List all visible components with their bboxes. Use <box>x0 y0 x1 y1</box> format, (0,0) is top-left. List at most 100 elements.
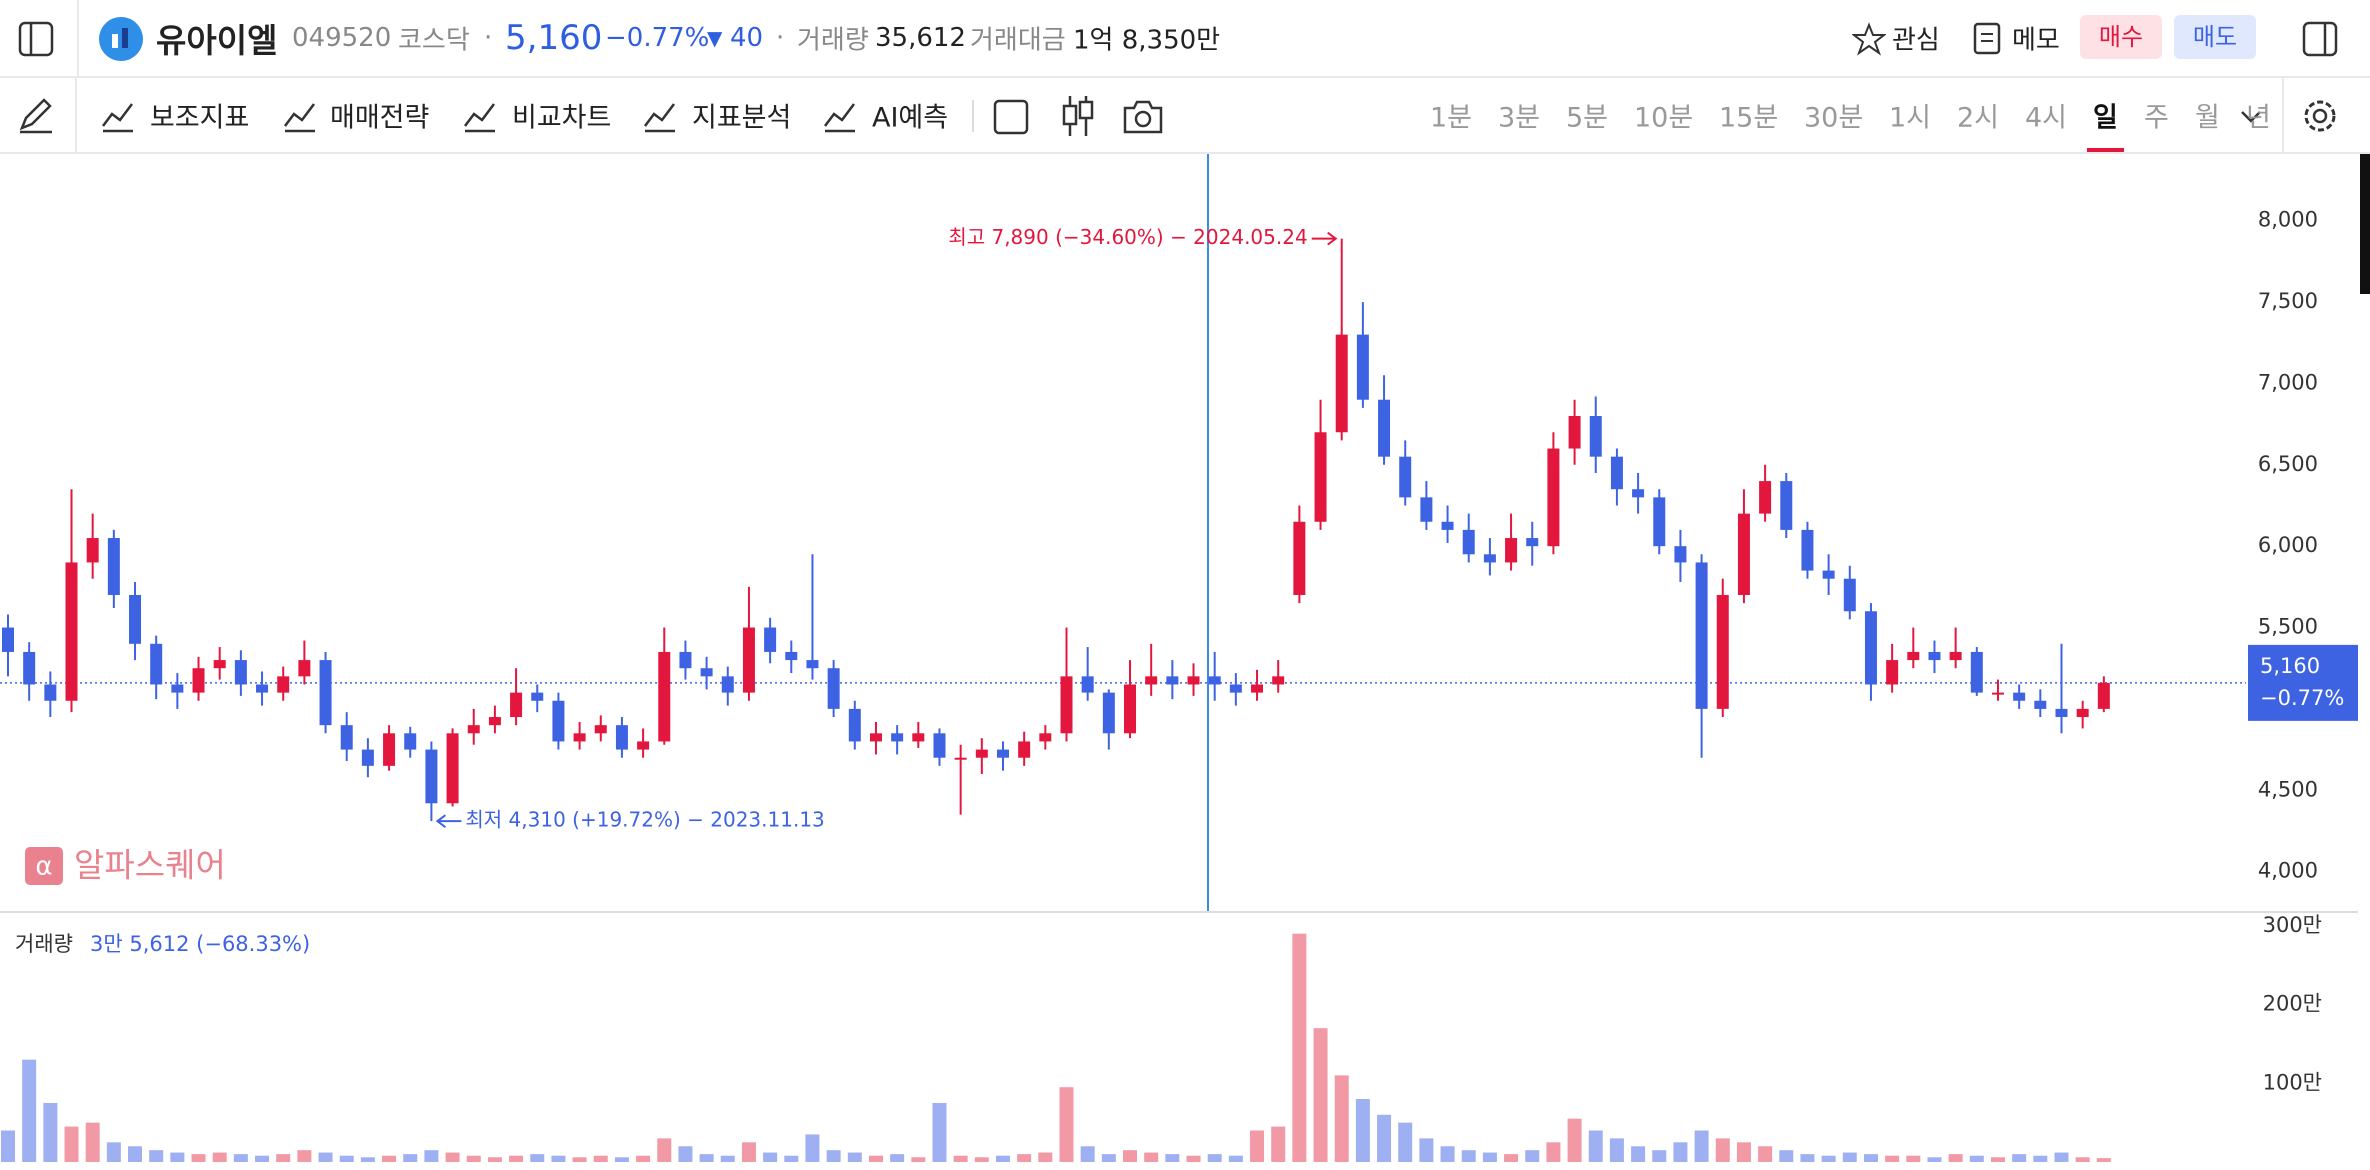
volume-bar <box>614 1157 629 1162</box>
timeframe[interactable]: 일 <box>2093 102 2118 134</box>
volume-bar <box>1 1130 15 1162</box>
volume-bar <box>784 1155 799 1162</box>
volume-bar <box>276 1154 291 1162</box>
star-icon <box>1852 22 1886 56</box>
candle-icon[interactable] <box>1058 94 1098 138</box>
tool-button[interactable]: 비교차트 <box>512 102 612 134</box>
layout-icon[interactable] <box>992 98 1032 136</box>
candle-body <box>573 733 586 742</box>
tool-button[interactable]: 매매전략 <box>330 102 430 134</box>
volume-bar <box>1715 1138 1730 1162</box>
timeframe[interactable]: 2시 <box>1957 102 2000 134</box>
candle-body <box>425 749 438 804</box>
candle-body <box>1081 676 1094 693</box>
more-timeframes[interactable] <box>2236 106 2266 128</box>
tool-button[interactable]: 보조지표 <box>150 102 250 134</box>
candle-body <box>1632 489 1645 498</box>
timeframe[interactable]: 30분 <box>1804 102 1864 134</box>
volume-bar <box>1271 1126 1286 1162</box>
candle-body <box>742 627 755 693</box>
candle-body <box>1399 456 1412 498</box>
candle-body <box>2 627 14 652</box>
timeframe[interactable]: 1시 <box>1889 102 1932 134</box>
volume-bar <box>1377 1114 1392 1162</box>
volume-bar <box>466 1155 481 1162</box>
scrollbar <box>2360 154 2370 294</box>
volume-bar <box>953 1155 968 1162</box>
watch-button[interactable]: 관심 <box>1892 25 1940 56</box>
y-tick-label: 4,500 <box>2258 777 2318 801</box>
volume-bar <box>699 1154 714 1162</box>
sell-button[interactable]: 매도 <box>2174 15 2256 59</box>
volume-bar <box>805 1134 820 1162</box>
candle-body <box>954 757 967 760</box>
watermark: 알파스퀘어 <box>74 846 226 885</box>
volume-bar <box>1567 1118 1582 1162</box>
price: 5,160 <box>505 18 603 58</box>
memo-button[interactable]: 메모 <box>2012 25 2060 56</box>
candle-body <box>319 660 332 726</box>
volume-bar <box>1398 1122 1413 1162</box>
volume-bar <box>2075 1157 2090 1162</box>
volume-bar <box>1165 1154 1180 1162</box>
candle-body <box>23 651 36 685</box>
candle-body <box>213 660 226 669</box>
timeframe[interactable]: 3분 <box>1498 102 1541 134</box>
settings-icon[interactable] <box>2300 96 2340 136</box>
timeframe[interactable]: 15분 <box>1719 102 1779 134</box>
timeframe[interactable]: 주 <box>2144 102 2169 134</box>
volume-bar <box>1652 1150 1667 1162</box>
draw-icon[interactable] <box>16 96 56 136</box>
candle-body <box>298 660 311 677</box>
tool-button[interactable]: 지표분석 <box>692 102 792 134</box>
timeframe[interactable]: 4시 <box>2025 102 2068 134</box>
volume-bar <box>530 1154 545 1162</box>
candle-body <box>44 684 57 701</box>
volume-bar <box>847 1152 862 1162</box>
volume-bar <box>636 1155 651 1162</box>
amount: 1억 8,350만 <box>1073 25 1221 56</box>
memo-icon <box>1973 22 2001 55</box>
candle-body <box>150 643 163 685</box>
buy-button[interactable]: 매수 <box>2080 15 2162 59</box>
candle-body <box>1568 415 1581 449</box>
volume-bar <box>1758 1146 1773 1162</box>
candle-body <box>552 700 565 742</box>
volume-bar <box>1123 1150 1138 1162</box>
candle-body <box>1505 538 1518 563</box>
volume-bar <box>1038 1152 1053 1162</box>
volume-bar <box>233 1154 248 1162</box>
volume-bar <box>1207 1154 1222 1162</box>
volume-bar <box>1461 1150 1476 1162</box>
panel-toggle[interactable] <box>2302 21 2338 57</box>
timeframe[interactable]: 10분 <box>1634 102 1694 134</box>
y-tick-label: 5,500 <box>2258 615 2318 639</box>
last-price-label: 5,160 <box>2260 654 2320 678</box>
volume-bar <box>657 1138 672 1162</box>
volume-bar <box>85 1122 100 1162</box>
y-tick-label: 6,000 <box>2258 533 2318 557</box>
sidebar-toggle[interactable] <box>18 21 54 57</box>
last-change-label: −0.77% <box>2260 686 2344 710</box>
market: 코스닥 <box>398 25 470 56</box>
volume-title: 거래량 <box>15 932 73 956</box>
timeframe[interactable]: 월 <box>2195 102 2220 134</box>
candle-body <box>1187 676 1200 685</box>
volume-bar <box>1186 1155 1201 1162</box>
timeframe[interactable]: 년 <box>2246 102 2271 134</box>
high-annotation: 최고 7,890 (−34.60%) − 2024.05.24 <box>948 225 1307 249</box>
volume-bar <box>1525 1150 1540 1162</box>
candle-body <box>192 668 205 693</box>
candle-body <box>1462 529 1475 555</box>
timeframe[interactable]: 5분 <box>1566 102 1609 134</box>
candle-body <box>1653 497 1666 547</box>
timeframe[interactable]: 1분 <box>1430 102 1473 134</box>
camera-icon[interactable] <box>1122 98 1164 136</box>
candle-body <box>1886 660 1899 685</box>
candle-body <box>1589 415 1602 457</box>
candle-body <box>721 676 734 693</box>
tool-icon <box>644 103 675 133</box>
tool-button[interactable]: AI예측 <box>872 102 949 134</box>
candle-body <box>1843 578 1856 612</box>
candle-body <box>1949 651 1962 661</box>
